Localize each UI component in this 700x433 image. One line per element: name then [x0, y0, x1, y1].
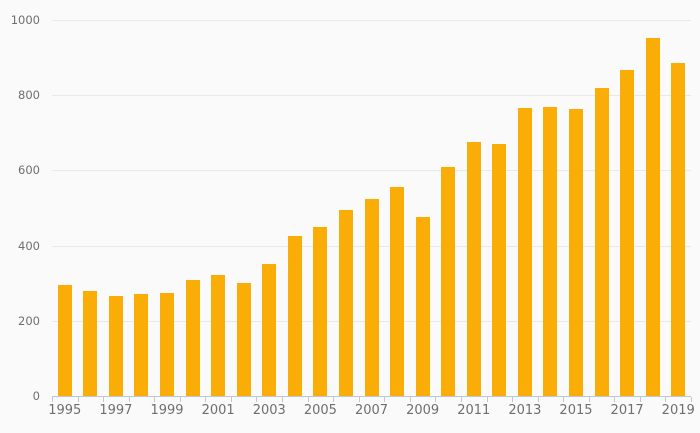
x-tick-label: 2001	[201, 403, 235, 418]
x-tick	[384, 397, 386, 402]
bar-1996[interactable]	[83, 290, 98, 396]
x-tick	[691, 397, 692, 402]
x-tick	[128, 397, 130, 402]
y-tick-label: 800	[18, 88, 40, 103]
gridline-1000	[52, 20, 691, 21]
x-tick	[103, 397, 105, 402]
x-tick	[52, 397, 53, 402]
bar-2010[interactable]	[441, 167, 456, 396]
x-tick	[588, 397, 590, 402]
x-tick	[282, 397, 284, 402]
x-tick-label: 1997	[99, 403, 133, 418]
bar-2018[interactable]	[645, 37, 660, 396]
bar-1995[interactable]	[57, 285, 72, 396]
x-tick-label: 2003	[252, 403, 286, 418]
x-tick-label: 1999	[150, 403, 184, 418]
x-tick-label: 2013	[508, 403, 542, 418]
x-tick-label: 2015	[559, 403, 593, 418]
x-tick	[205, 397, 207, 402]
x-tick	[563, 397, 565, 402]
plot-area	[52, 20, 691, 397]
x-tick	[409, 397, 411, 402]
bar-1998[interactable]	[134, 294, 149, 396]
bar-2019[interactable]	[671, 62, 686, 396]
x-tick-label: 2009	[406, 403, 440, 418]
bar-2017[interactable]	[620, 70, 635, 396]
x-tick	[307, 397, 309, 402]
y-tick-label: 0	[32, 389, 40, 403]
x-tick	[435, 397, 437, 402]
bar-1997[interactable]	[108, 296, 123, 396]
bar-2014[interactable]	[543, 106, 558, 396]
x-tick	[665, 397, 667, 402]
x-tick-label: 2017	[610, 403, 644, 418]
x-tick	[256, 397, 258, 402]
x-tick	[333, 397, 335, 402]
gridline-600	[52, 170, 691, 172]
x-tick	[639, 397, 641, 402]
bar-2008[interactable]	[390, 187, 405, 396]
x-tick	[512, 397, 514, 402]
gridline-800	[52, 95, 691, 97]
x-tick	[358, 397, 360, 402]
bar-2011[interactable]	[466, 141, 481, 396]
x-tick	[154, 397, 156, 402]
x-tick	[179, 397, 181, 402]
bar-2012[interactable]	[492, 143, 507, 396]
y-tick-label: 1000	[10, 13, 40, 27]
x-tick	[77, 397, 79, 402]
y-tick-label: 200	[18, 313, 40, 328]
bar-2006[interactable]	[338, 210, 353, 396]
x-tick-label: 2005	[303, 403, 337, 418]
x-tick-label: 2019	[661, 403, 695, 418]
y-tick-label: 400	[18, 238, 40, 253]
bar-1999[interactable]	[160, 293, 175, 396]
x-tick	[614, 397, 616, 402]
x-tick	[460, 397, 462, 402]
bar-2004[interactable]	[287, 236, 302, 396]
bar-2013[interactable]	[517, 108, 532, 396]
bar-2002[interactable]	[236, 283, 251, 396]
x-tick	[486, 397, 488, 402]
x-tick-label: 2011	[457, 403, 491, 418]
bar-2016[interactable]	[594, 88, 609, 396]
bar-2007[interactable]	[364, 198, 379, 396]
x-tick-label: 1995	[48, 403, 82, 418]
x-tick	[537, 397, 539, 402]
bar-2000[interactable]	[185, 280, 200, 396]
y-tick-label: 600	[18, 163, 40, 178]
bar-2015[interactable]	[568, 109, 583, 396]
bar-2003[interactable]	[262, 264, 277, 396]
bar-2005[interactable]	[313, 226, 328, 396]
bar-2001[interactable]	[211, 275, 226, 396]
x-tick	[230, 397, 232, 402]
bar-2009[interactable]	[415, 217, 430, 396]
x-tick-label: 2007	[354, 403, 389, 418]
